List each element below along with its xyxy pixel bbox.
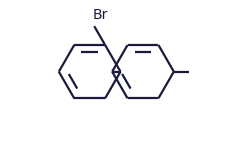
Text: Br: Br (92, 8, 108, 22)
